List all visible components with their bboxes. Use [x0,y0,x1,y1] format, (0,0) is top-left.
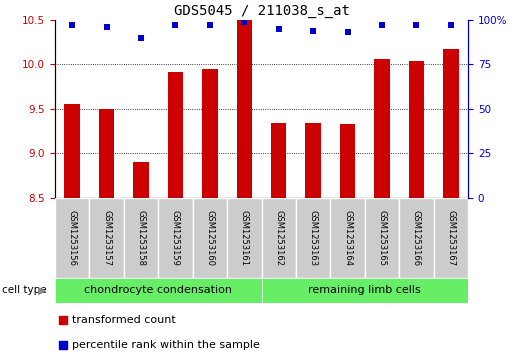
Text: transformed count: transformed count [72,315,176,325]
Bar [443,49,459,198]
Bar [434,198,468,278]
Bar [158,198,192,278]
Point [344,29,352,35]
Text: GSM1253156: GSM1253156 [67,210,77,266]
Text: GSM1253162: GSM1253162 [274,210,283,266]
Bar [296,198,331,278]
Point [447,23,455,28]
Text: percentile rank within the sample: percentile rank within the sample [72,340,260,350]
Bar [64,105,80,198]
Bar [262,278,468,303]
Point [68,23,76,28]
Point [378,23,386,28]
Point [240,19,248,25]
Bar [399,198,434,278]
Bar [236,20,252,198]
Point [206,23,214,28]
Bar [374,59,390,198]
Text: ▶: ▶ [38,285,47,295]
Bar [365,198,399,278]
Bar [331,198,365,278]
Text: GSM1253164: GSM1253164 [343,210,352,266]
Bar [202,69,218,198]
Text: chondrocyte condensation: chondrocyte condensation [84,285,232,295]
Bar [55,278,262,303]
Text: GSM1253158: GSM1253158 [137,210,145,266]
Point [59,342,67,348]
Bar [99,109,115,198]
Point [309,28,317,33]
Bar [227,198,262,278]
Bar [340,124,355,198]
Bar [262,198,296,278]
Text: GSM1253163: GSM1253163 [309,210,317,266]
Point [275,26,283,32]
Point [171,23,179,28]
Bar [55,198,89,278]
Text: GSM1253165: GSM1253165 [378,210,386,266]
Text: GSM1253159: GSM1253159 [171,210,180,266]
Text: GSM1253167: GSM1253167 [446,210,456,266]
Bar [305,123,321,198]
Text: remaining limb cells: remaining limb cells [309,285,421,295]
Text: cell type: cell type [2,285,46,295]
Title: GDS5045 / 211038_s_at: GDS5045 / 211038_s_at [174,4,349,17]
Bar [124,198,158,278]
Bar [271,123,287,198]
Bar [168,73,183,198]
Bar [89,198,124,278]
Point [137,35,145,41]
Bar [133,162,149,198]
Text: GSM1253166: GSM1253166 [412,210,421,266]
Point [103,24,111,30]
Point [412,23,420,28]
Bar [192,198,227,278]
Bar [408,61,424,198]
Text: GSM1253160: GSM1253160 [206,210,214,266]
Text: GSM1253161: GSM1253161 [240,210,249,266]
Point [59,317,67,323]
Text: GSM1253157: GSM1253157 [102,210,111,266]
